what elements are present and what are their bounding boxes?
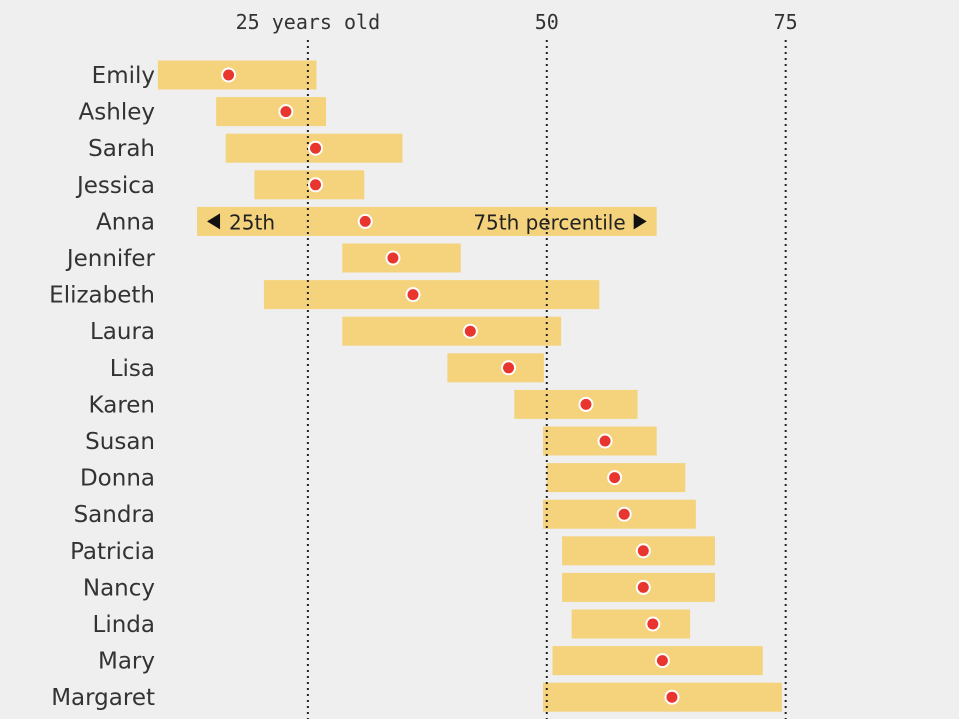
median-dot-laura [462, 323, 478, 339]
range-bar-laura [342, 316, 562, 346]
name-label-susan: Susan [85, 429, 155, 455]
name-label-karen: Karen [89, 392, 155, 418]
range-bar-anna [197, 206, 657, 236]
percentile-annotation: 25th 75th percentile [207, 210, 647, 234]
percentile-75th-label: 75th percentile [473, 210, 625, 234]
name-label-mary: Mary [98, 649, 155, 675]
range-bar-emily [157, 60, 317, 90]
median-dot-nancy [635, 579, 651, 595]
range-bar-elizabeth [263, 280, 600, 310]
median-dot-karen [578, 396, 594, 412]
median-dot-linda [645, 616, 661, 632]
name-label-laura: Laura [90, 319, 155, 345]
range-bar-karen [514, 389, 638, 419]
median-dot-patricia [635, 543, 651, 559]
name-label-donna: Donna [80, 466, 155, 492]
median-dot-emily [221, 67, 237, 83]
range-bar-jennifer [342, 243, 461, 273]
name-label-margaret: Margaret [51, 685, 155, 711]
name-label-anna: Anna [96, 209, 155, 235]
name-label-ashley: Ashley [79, 100, 155, 126]
median-dot-ashley [278, 104, 294, 120]
median-dot-margaret [664, 689, 680, 705]
median-dot-sandra [616, 506, 632, 522]
name-label-elizabeth: Elizabeth [49, 283, 155, 309]
range-bar-margaret [542, 682, 782, 712]
median-dot-susan [597, 433, 613, 449]
name-label-linda: Linda [93, 612, 155, 638]
name-labels: Emily Ashley Sarah Jessica Anna Jennifer Eliza… [49, 63, 155, 711]
bars-layer [157, 60, 782, 712]
median-dot-mary [654, 653, 670, 669]
percentile-25th-label: 25th [229, 210, 275, 234]
median-dot-donna [607, 470, 623, 486]
name-label-emily: Emily [92, 63, 155, 89]
x-tick-label-75: 75 [774, 10, 798, 34]
median-dot-lisa [501, 360, 517, 376]
median-dot-anna [357, 213, 373, 229]
median-dots-layer [221, 67, 680, 705]
name-label-jessica: Jessica [75, 173, 155, 199]
name-label-nancy: Nancy [83, 575, 155, 601]
range-bar-ashley [216, 97, 327, 127]
name-label-lisa: Lisa [110, 356, 155, 382]
x-tick-label-50: 50 [535, 10, 559, 34]
x-tick-label-25: 25 years old [236, 10, 381, 34]
median-dot-jennifer [385, 250, 401, 266]
right-arrow-icon [633, 213, 647, 230]
name-label-patricia: Patricia [70, 539, 155, 565]
range-bar-lisa [447, 353, 544, 383]
name-label-sandra: Sandra [74, 502, 155, 528]
median-dot-jessica [308, 177, 324, 193]
x-tick-labels: 25 years old 50 75 [236, 10, 798, 34]
range-bar-linda [571, 609, 691, 639]
left-arrow-icon [207, 213, 221, 230]
median-dot-sarah [308, 140, 324, 156]
median-dot-elizabeth [405, 287, 421, 303]
name-label-sarah: Sarah [88, 136, 155, 162]
gridlines-layer [306, 40, 787, 719]
name-label-jennifer: Jennifer [65, 246, 156, 272]
